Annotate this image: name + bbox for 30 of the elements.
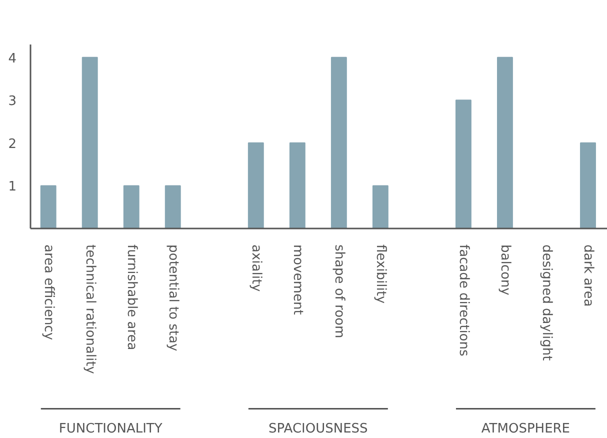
bar	[164, 185, 181, 228]
x-tick-label: facade directions	[456, 244, 471, 357]
x-tick-label: balcony	[497, 244, 512, 296]
y-tick-label: 1	[8, 180, 17, 195]
text: SPACIOUSNESS	[268, 421, 368, 436]
bar	[40, 185, 56, 228]
x-tick-label: shape of room	[331, 244, 346, 338]
x-tick-label: dark area	[580, 244, 596, 307]
text: FUNCTIONALITY	[58, 421, 162, 436]
bar	[580, 142, 596, 228]
x-tick-label: flexibility	[372, 244, 388, 304]
bar	[82, 56, 98, 228]
x-tick-label: designed daylight	[538, 244, 554, 361]
text: ATMOSPHERE	[481, 421, 570, 436]
y-tick-label: 2	[8, 136, 17, 152]
bar	[289, 142, 306, 228]
bar	[455, 100, 472, 228]
bar	[123, 185, 140, 228]
y-tick-label: 3	[8, 94, 17, 110]
x-tick-label: furnishable area	[124, 244, 139, 350]
bar	[496, 56, 513, 228]
y-tick-label: 4	[8, 51, 17, 66]
x-tick-label: technical rationality	[82, 244, 98, 374]
bar	[248, 142, 264, 228]
x-tick-label: axiality	[248, 244, 264, 292]
x-tick-label: potential to stay	[165, 244, 180, 352]
bar	[330, 56, 347, 228]
x-tick-label: movement	[290, 244, 305, 315]
bar	[372, 185, 388, 228]
x-tick-label: area efficiency	[40, 244, 56, 340]
